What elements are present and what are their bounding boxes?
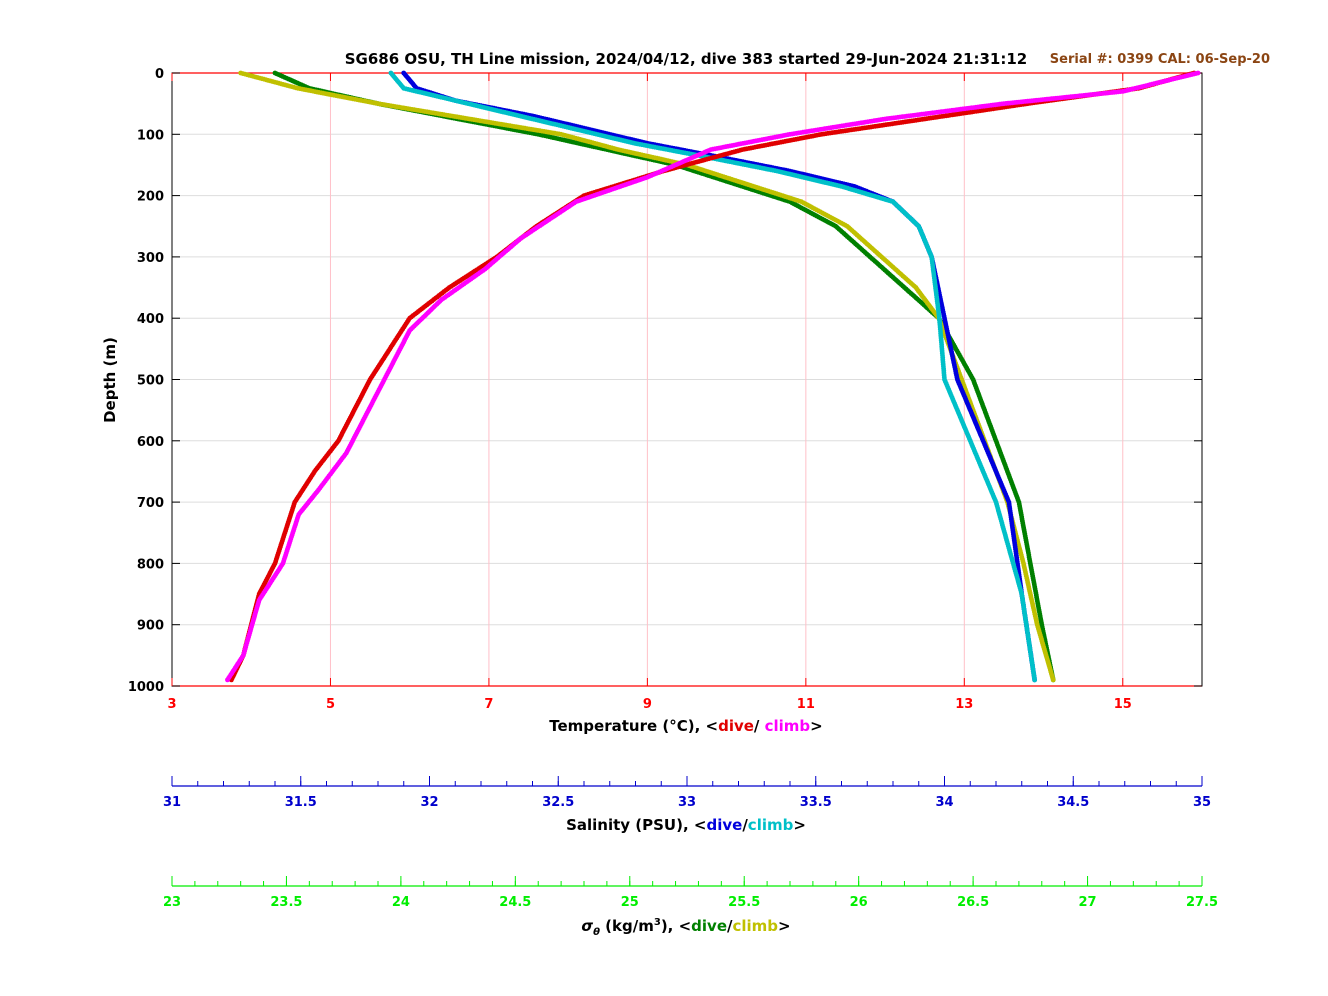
salinity-tick-label: 33.5	[800, 795, 832, 810]
density-tick-label: 23.5	[270, 895, 302, 910]
depth-tick-label: 500	[137, 374, 164, 389]
density-tick-label: 27	[1079, 895, 1097, 910]
density-tick-label: 26.5	[957, 895, 989, 910]
depth-tick-label: 900	[137, 619, 164, 634]
density-tick-label: 27.5	[1186, 895, 1218, 910]
salinity-tick-label: 35	[1193, 795, 1211, 810]
depth-tick-label: 800	[137, 557, 164, 572]
temperature-tick-label: 7	[484, 697, 493, 712]
salinity-climb-series	[388, 70, 1038, 683]
temperature-axis-label: Temperature (°C), <dive/ climb>	[549, 717, 823, 735]
salinity-tick-label: 31.5	[285, 795, 317, 810]
depth-tick-label: 1000	[128, 680, 164, 695]
temperature-climb-point	[225, 677, 230, 683]
salinity-tick-label: 32	[420, 795, 438, 810]
temperature-tick-label: 15	[1114, 697, 1132, 712]
salinity-climb-point	[1032, 677, 1038, 683]
temperature-climb-series	[225, 70, 1201, 683]
depth-tick-label: 700	[137, 496, 164, 511]
salinity-tick-label: 31	[163, 795, 181, 810]
depth-tick-label: 600	[137, 435, 164, 450]
salinity-tick-label: 32.5	[542, 795, 574, 810]
salinity-dive-series	[401, 70, 1038, 683]
data-series	[225, 70, 1201, 683]
salinity-tick-label: 33	[678, 795, 696, 810]
density-tick-label: 24	[392, 895, 410, 910]
density-tick-label: 23	[163, 895, 181, 910]
salinity-axis: 31 31.5 32 32.5 33 33.5 34 34.5 35	[163, 776, 1211, 810]
density-tick-label: 25.5	[728, 895, 760, 910]
density-axis-label: σθ (kg/m3), <dive/climb>	[581, 917, 790, 938]
density-tick-label: 24.5	[499, 895, 531, 910]
salinity-tick-label: 34.5	[1057, 795, 1089, 810]
density-tick-label: 25	[621, 895, 639, 910]
salinity-axis-label: Salinity (PSU), <dive/climb>	[566, 816, 806, 834]
temperature-tick-label: 3	[167, 697, 176, 712]
density-axis: 23 23.5 24 24.5 25 25.5 26 26.5 27 27.5	[163, 876, 1218, 910]
depth-tick-label: 0	[155, 67, 164, 82]
temperature-tick-label: 13	[955, 697, 973, 712]
temperature-dive-series	[229, 70, 1197, 683]
depth-tick-label: 400	[137, 312, 164, 327]
temperature-tick-label: 11	[797, 697, 815, 712]
temperature-axis: 3 5 7 9 11 13 15	[167, 73, 1132, 712]
density-dive-series	[272, 70, 1056, 683]
depth-tick-label: 300	[137, 251, 164, 266]
temperature-tick-label: 9	[643, 697, 652, 712]
temperature-tick-label: 5	[326, 697, 335, 712]
chart-title: SG686 OSU, TH Line mission, 2024/04/12, …	[345, 50, 1028, 68]
depth-axis-label: Depth (m)	[101, 337, 119, 423]
depth-axis: 0 100 200 300 400 500 600 700 800 900 1000	[128, 67, 1202, 695]
serial-cal-label: Serial #: 0399 CAL: 06-Sep-20	[1050, 52, 1270, 67]
salinity-tick-label: 34	[935, 795, 953, 810]
depth-tick-label: 200	[137, 190, 164, 205]
density-tick-label: 26	[850, 895, 868, 910]
depth-tick-label: 100	[137, 128, 164, 143]
density-climb-point	[1050, 677, 1056, 683]
